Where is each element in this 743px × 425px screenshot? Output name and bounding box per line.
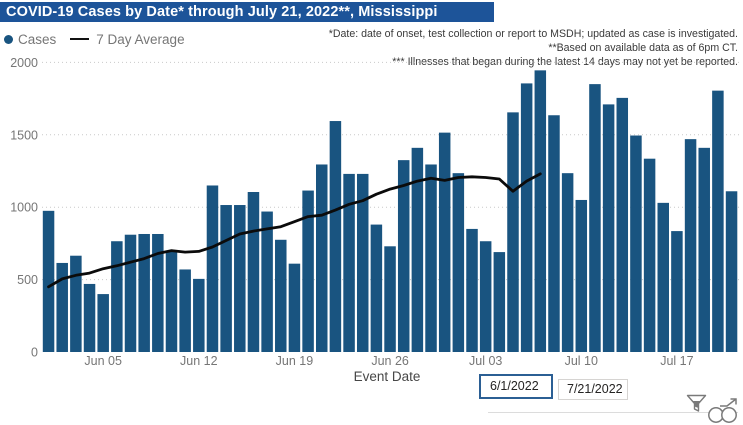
cases-bar-jul-21[interactable] [725,191,738,352]
cases-bar-jun-20[interactable] [302,190,314,352]
filter-icon[interactable] [686,394,707,417]
cases-bar-jun-17[interactable] [261,211,273,352]
cases-bar-jun-12[interactable] [193,278,205,352]
cases-bar-jun-18[interactable] [275,239,287,352]
cases-bar-jun-26[interactable] [384,246,396,352]
cases-bar-jun-21[interactable] [316,164,328,352]
footnote-data-asof: **Based on available data as of 6pm CT. [548,42,738,55]
x-axis-tick-label: Jul 03 [469,354,502,368]
seven-day-average-line [47,172,542,289]
x-axis-tick-label: Jun 19 [276,354,314,368]
cases-bar-jul-3[interactable] [479,241,492,352]
cases-bar-jun-4[interactable] [83,283,96,352]
cases-bar-jun-3[interactable] [70,255,82,352]
cases-bar-jul-17[interactable] [671,231,683,352]
cases-bar-jun-22[interactable] [329,121,342,352]
cases-bar-jun-29[interactable] [425,164,437,352]
cases-bar-jun-2[interactable] [56,262,68,352]
cases-bar-jun-11[interactable] [179,269,191,352]
cases-bar-jul-13[interactable] [616,97,629,352]
cases-bar-jun-27[interactable] [397,160,410,352]
cases-bar-jul-16[interactable] [657,202,670,352]
title-bar: COVID-19 Cases by Date* through July 21,… [0,2,494,22]
cases-bar-jun-28[interactable] [411,147,424,352]
avg-line-legend-swatch [70,37,90,41]
cases-bar-jul-1[interactable] [452,173,465,352]
cases-bar-jun-19[interactable] [288,263,301,352]
cases-bar-jul-7[interactable] [534,70,547,353]
cases-bar-jul-9[interactable] [561,173,574,352]
y-axis-tick-label: 1000 [10,201,38,215]
footnotes: *Date: date of onset, test collection or… [278,27,738,70]
x-axis-tick-label: Jul 17 [660,354,693,368]
cases-bar-jun-1[interactable] [42,210,55,352]
date-range-slider-track[interactable] [488,412,738,413]
cases-legend-dot-icon [4,34,13,44]
end-date-input[interactable]: 7/21/2022 [558,379,628,400]
cases-bar-jul-19[interactable] [698,147,710,352]
explore-circles-arrow-icon[interactable] [705,397,741,424]
cases-bar-jul-18[interactable] [684,139,697,352]
cases-bar-jun-30[interactable] [438,132,451,352]
cases-bar-jun-10[interactable] [165,251,178,352]
cases-bar-jun-15[interactable] [234,205,246,352]
cases-bar-jul-6[interactable] [520,83,533,353]
footnote-date-definition: *Date: date of onset, test collection or… [328,28,738,40]
cases-bar-jun-7[interactable] [124,234,137,352]
y-axis-tick-label: 2000 [10,56,38,70]
x-axis-tick-label: Jul 10 [565,354,598,368]
x-axis-tick-label: Jun 26 [371,354,409,368]
cases-bar-jul-5[interactable] [507,112,519,352]
start-date-input[interactable]: 6/1/2022 [479,374,553,399]
cases-bar-jun-25[interactable] [370,224,383,352]
cases-bar-jun-24[interactable] [356,173,369,352]
cases-bar-jun-13[interactable] [206,185,219,352]
cases-bar-jun-16[interactable] [247,192,260,352]
cases-bar-jul-10[interactable] [575,199,588,352]
x-axis-title: Event Date [353,369,421,384]
cases-bar-jul-15[interactable] [643,158,656,352]
legend-avg-label[interactable]: 7 Day Average [96,31,185,47]
x-axis-tick-label: Jun 05 [84,354,122,368]
y-axis-tick-label: 0 [31,346,38,360]
cases-bar-jun-5[interactable] [97,294,109,352]
cases-bar-jul-8[interactable] [548,115,560,352]
cases-bar-jun-8[interactable] [138,233,150,352]
y-axis-tick-label: 1500 [10,128,38,142]
cases-bar-jun-6[interactable] [111,241,123,352]
y-axis-tick-label: 500 [17,273,38,287]
cases-bar-jun-14[interactable] [220,205,232,352]
page-title: COVID-19 Cases by Date* through July 21,… [6,4,438,20]
cases-bar-jun-23[interactable] [343,173,355,352]
cases-bar-jul-20[interactable] [712,90,724,352]
legend-cases-label[interactable]: Cases [18,31,57,47]
cases-bar-jul-2[interactable] [466,228,478,352]
cases-bar-jul-12[interactable] [602,104,615,352]
cases-bar-jul-14[interactable] [630,135,642,352]
legend: Cases 7 Day Average [4,31,185,47]
cases-bar-jul-11[interactable] [589,84,601,353]
cases-bar-jun-9[interactable] [152,233,164,352]
footnote-latest-14-days: *** Illnesses that began during the late… [392,56,738,69]
x-axis-tick-label: Jun 12 [180,354,218,368]
cases-bar-jul-4[interactable] [493,252,506,352]
